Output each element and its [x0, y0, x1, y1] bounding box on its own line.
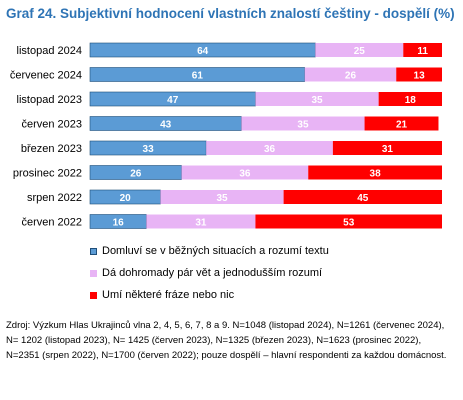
- data-label: 20: [120, 193, 132, 204]
- legend-item: Dá dohromady pár vět a jednodušším rozum…: [90, 262, 329, 284]
- bar-segment: [332, 141, 442, 155]
- bar-segment: [89, 165, 182, 180]
- bar-segment: [255, 92, 379, 106]
- data-label: 36: [239, 169, 251, 180]
- data-label: 35: [311, 95, 323, 106]
- category-label: červenec 2024: [10, 70, 82, 82]
- bar-segment: [304, 67, 397, 82]
- data-label: 31: [382, 144, 394, 155]
- data-label: 26: [130, 169, 142, 180]
- legend-swatch: [90, 291, 97, 299]
- category-label: listopad 2024: [17, 45, 82, 57]
- chart-title: Graf 24. Subjektivní hodnocení vlastních…: [6, 6, 455, 21]
- bar-segment: [283, 190, 442, 204]
- data-label: 35: [297, 120, 309, 131]
- legend-label: Domluví se v běžných situacích a rozumí …: [102, 245, 329, 257]
- data-label: 61: [192, 71, 204, 82]
- data-label: 35: [216, 193, 228, 204]
- bar-segment: [241, 116, 365, 131]
- bar-segment: [206, 141, 333, 155]
- data-label: 64: [197, 46, 209, 57]
- source-note: Zdroj: Výzkum Hlas Ukrajinců vlna 2, 4, …: [6, 320, 447, 361]
- legend-item: Domluví se v běžných situacích a rozumí …: [90, 240, 329, 262]
- bar-segment: [181, 165, 309, 180]
- data-label: 36: [264, 144, 276, 155]
- bar-segment: [396, 67, 442, 82]
- stacked-bar-chart: listopad 2024 64 25 11 červenec 2024 61 26 13 li…: [10, 42, 442, 229]
- legend-item: Umí některé fráze nebo nic: [90, 284, 329, 306]
- legend-swatch: [90, 247, 97, 255]
- data-label: 16: [113, 218, 125, 229]
- data-label: 43: [160, 120, 172, 131]
- bar-segment: [308, 165, 442, 180]
- legend-label: Dá dohromady pár vět a jednodušším rozum…: [102, 267, 323, 279]
- category-label: srpen 2022: [27, 192, 82, 204]
- data-label: 26: [345, 71, 357, 82]
- legend-swatch: [90, 269, 97, 277]
- category-label: červen 2022: [21, 217, 82, 229]
- bar-segment: [146, 214, 256, 229]
- data-label: 18: [405, 95, 417, 106]
- bar-segment: [160, 190, 284, 204]
- category-label: prosinec 2022: [13, 168, 82, 180]
- data-label: 11: [417, 46, 428, 57]
- data-label: 21: [396, 120, 408, 131]
- data-label: 25: [354, 46, 366, 57]
- bar-segment: [255, 214, 442, 229]
- category-label: březen 2023: [21, 143, 82, 155]
- legend-label: Umí některé fráze nebo nic: [102, 289, 235, 301]
- data-label: 31: [195, 218, 207, 229]
- bar-segment: [315, 43, 404, 57]
- data-label: 47: [167, 95, 179, 106]
- data-label: 53: [343, 218, 355, 229]
- legend: Domluví se v běžných situacích a rozumí …: [90, 240, 329, 306]
- category-label: listopad 2023: [17, 94, 82, 106]
- category-label: červen 2023: [21, 119, 82, 131]
- data-label: 33: [143, 144, 155, 155]
- bar-segment: [378, 92, 442, 106]
- bar-segment: [403, 43, 442, 57]
- data-label: 45: [357, 193, 369, 204]
- data-label: 13: [414, 71, 426, 82]
- data-label: 38: [370, 169, 382, 180]
- bar-segment: [364, 116, 439, 131]
